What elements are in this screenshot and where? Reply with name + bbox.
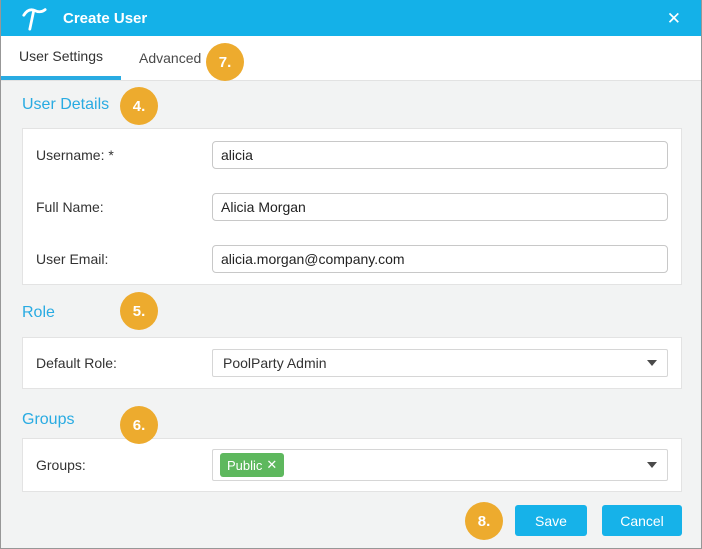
- role-heading: Role: [22, 304, 55, 321]
- annotation-badge-6: 6.: [120, 406, 158, 444]
- username-input[interactable]: [212, 141, 668, 169]
- username-row: Username: *: [36, 129, 668, 181]
- default-role-row: Default Role: PoolParty Admin: [36, 338, 668, 388]
- user-details-heading: User Details: [22, 96, 110, 113]
- dialog-title: Create User: [63, 9, 148, 27]
- default-role-label: Default Role:: [36, 355, 117, 371]
- annotation-badge-8: 8.: [465, 502, 503, 540]
- full-name-input[interactable]: [212, 193, 668, 221]
- role-panel: Default Role: PoolParty Admin: [22, 337, 682, 389]
- user-email-row: User Email:: [36, 233, 668, 285]
- user-email-input[interactable]: [212, 245, 668, 273]
- tab-bar: User Settings Advanced: [1, 36, 701, 81]
- group-tag-public: Public ✕: [220, 453, 285, 477]
- default-role-select[interactable]: PoolParty Admin: [212, 349, 668, 377]
- save-button[interactable]: Save: [515, 505, 587, 536]
- user-details-panel: Username: * Full Name: User Email:: [22, 128, 682, 285]
- groups-heading: Groups: [22, 411, 75, 428]
- chevron-down-icon: [647, 462, 657, 468]
- annotation-badge-4: 4.: [120, 87, 158, 125]
- annotation-badge-7: 7.: [206, 43, 244, 81]
- groups-label: Groups:: [36, 457, 86, 473]
- cancel-button[interactable]: Cancel: [602, 505, 682, 536]
- full-name-label: Full Name:: [36, 199, 104, 215]
- remove-tag-icon[interactable]: ✕: [266, 457, 278, 472]
- groups-multiselect[interactable]: Public ✕: [212, 449, 668, 481]
- full-name-row: Full Name:: [36, 181, 668, 233]
- group-tag-label: Public: [227, 457, 263, 473]
- tab-user-settings[interactable]: User Settings: [1, 36, 121, 80]
- groups-row: Groups: Public ✕: [36, 439, 668, 491]
- username-label: Username: *: [36, 147, 114, 163]
- dialog-header: Create User ✕: [1, 0, 701, 36]
- close-icon[interactable]: ✕: [666, 8, 681, 28]
- default-role-selected-value: PoolParty Admin: [223, 355, 327, 371]
- tab-advanced[interactable]: Advanced: [139, 50, 202, 66]
- groups-panel: Groups: Public ✕: [22, 438, 682, 492]
- poolparty-logo-icon: [21, 4, 47, 32]
- chevron-down-icon: [647, 360, 657, 366]
- annotation-badge-5: 5.: [120, 292, 158, 330]
- user-email-label: User Email:: [36, 251, 109, 267]
